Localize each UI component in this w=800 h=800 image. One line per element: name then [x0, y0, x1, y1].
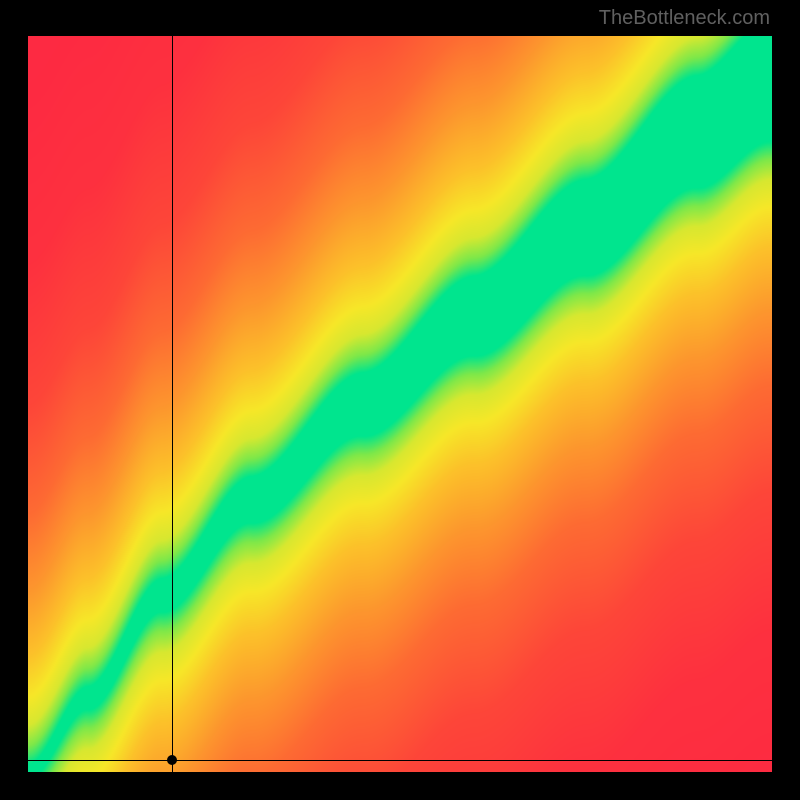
- heatmap-canvas: [28, 36, 772, 772]
- watermark-text: TheBottleneck.com: [599, 7, 770, 30]
- heatmap-plot: [28, 36, 772, 772]
- plot-container: [0, 36, 800, 800]
